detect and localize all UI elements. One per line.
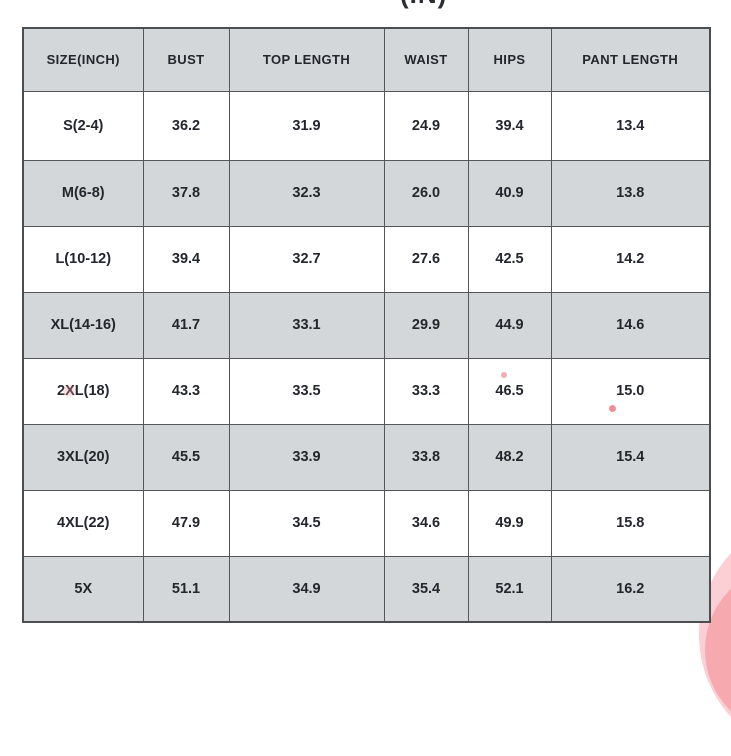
value-cell: 27.6 (383, 225, 469, 293)
value-cell: 24.9 (383, 90, 469, 161)
size-cell: L(10-12) (22, 225, 144, 293)
table-row: XL(14-16) 41.7 33.1 29.9 44.9 14.6 (22, 291, 711, 359)
table-body: S(2-4) 36.2 31.9 24.9 39.4 13.4 M(6-8) 37.8 32.3… (22, 90, 711, 623)
value-cell: 31.9 (228, 90, 385, 161)
value-cell: 40.9 (467, 159, 552, 227)
value-cell: 33.9 (228, 423, 385, 491)
value-cell: 48.2 (467, 423, 552, 491)
value-cell: 41.7 (142, 291, 230, 359)
table-row: L(10-12) 39.4 32.7 27.6 42.5 14.2 (22, 225, 711, 293)
value-cell: 14.6 (550, 291, 711, 359)
pink-speck-decoration (609, 405, 616, 412)
value-cell: 16.2 (550, 555, 711, 623)
value-cell: 34.5 (228, 489, 385, 557)
column-header: TOP LENGTH (228, 27, 385, 92)
value-cell: 34.6 (383, 489, 469, 557)
size-cell: 4XL(22) (22, 489, 144, 557)
table-row: 5X 51.1 34.9 35.4 52.1 16.2 (22, 555, 711, 623)
value-cell: 26.0 (383, 159, 469, 227)
value-cell: 29.9 (383, 291, 469, 359)
value-cell: 39.4 (467, 90, 552, 161)
pink-speck-decoration (63, 385, 75, 397)
column-header: SIZE(INCH) (22, 27, 144, 92)
value-cell: 32.7 (228, 225, 385, 293)
value-cell: 39.4 (142, 225, 230, 293)
value-cell: 51.1 (142, 555, 230, 623)
value-cell: 15.4 (550, 423, 711, 491)
value-cell: 33.8 (383, 423, 469, 491)
value-cell: 44.9 (467, 291, 552, 359)
value-cell: 13.4 (550, 90, 711, 161)
value-cell: 47.9 (142, 489, 230, 557)
size-cell: XL(14-16) (22, 291, 144, 359)
value-cell: 43.3 (142, 357, 230, 425)
value-cell: 42.5 (467, 225, 552, 293)
table-row: 3XL(20) 45.5 33.9 33.8 48.2 15.4 (22, 423, 711, 491)
value-cell: 32.3 (228, 159, 385, 227)
value-cell: 33.5 (228, 357, 385, 425)
value-cell: 13.8 (550, 159, 711, 227)
value-cell: 37.8 (142, 159, 230, 227)
cropped-title-text: (IN) (400, 0, 480, 9)
value-cell: 46.5 (467, 357, 552, 425)
value-cell: 49.9 (467, 489, 552, 557)
size-cell: 2XL(18) (22, 357, 144, 425)
header-row: SIZE(INCH) BUST TOP LENGTH WAIST HIPS PANT LE… (22, 27, 711, 92)
value-cell: 34.9 (228, 555, 385, 623)
column-header: WAIST (383, 27, 469, 92)
size-cell: M(6-8) (22, 159, 144, 227)
value-cell: 33.3 (383, 357, 469, 425)
column-header: BUST (142, 27, 230, 92)
value-cell: 45.5 (142, 423, 230, 491)
table-row: M(6-8) 37.8 32.3 26.0 40.9 13.8 (22, 159, 711, 227)
size-cell: 3XL(20) (22, 423, 144, 491)
value-cell: 15.0 (550, 357, 711, 425)
value-cell: 36.2 (142, 90, 230, 161)
size-chart-table: SIZE(INCH) BUST TOP LENGTH WAIST HIPS PANT LE… (22, 27, 711, 623)
value-cell: 52.1 (467, 555, 552, 623)
table-row: 2XL(18) 43.3 33.5 33.3 46.5 15.0 (22, 357, 711, 425)
value-cell: 33.1 (228, 291, 385, 359)
column-header: PANT LENGTH (550, 27, 711, 92)
size-cell: S(2-4) (22, 90, 144, 161)
size-cell: 5X (22, 555, 144, 623)
table-row: 4XL(22) 47.9 34.5 34.6 49.9 15.8 (22, 489, 711, 557)
value-cell: 35.4 (383, 555, 469, 623)
cropped-title: (IN) (400, 0, 480, 9)
column-header: HIPS (467, 27, 552, 92)
value-cell: 14.2 (550, 225, 711, 293)
table-row: S(2-4) 36.2 31.9 24.9 39.4 13.4 (22, 90, 711, 161)
value-cell: 15.8 (550, 489, 711, 557)
pink-speck-decoration (501, 372, 507, 378)
